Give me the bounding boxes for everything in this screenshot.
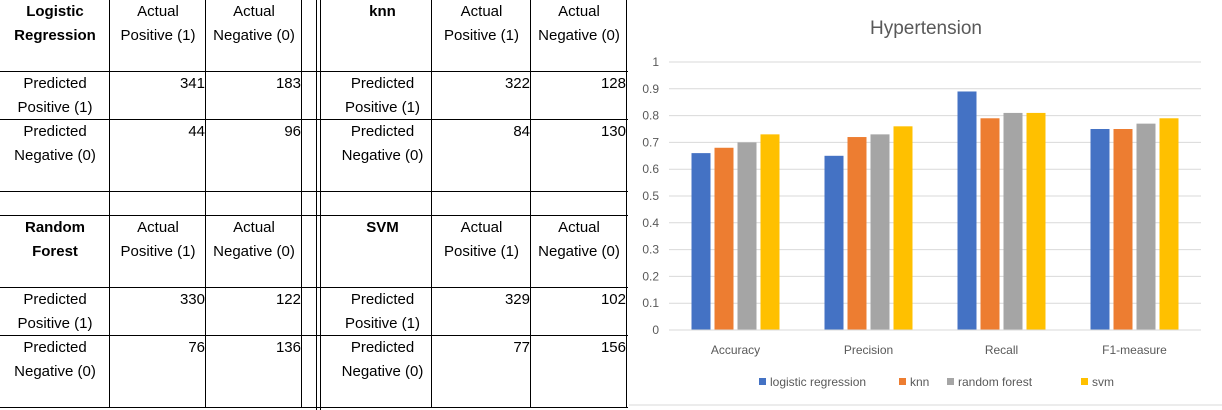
column-header: Actual Positive (1): [120, 3, 196, 44]
bar: [847, 137, 867, 330]
hypertension-chart: Hypertension 0 0.1 0.2 0.3 0.4 0.5 0.6 0.7 0.8 0.9…: [629, 18, 1222, 406]
grid-line: [0, 287, 628, 288]
bar: [980, 118, 1000, 330]
column-header: Actual Negative (0): [213, 219, 295, 260]
grid-line: [530, 0, 531, 192]
matrix-value: 122: [275, 291, 301, 308]
grid-line: [530, 192, 531, 408]
column-header: Actual Negative (0): [538, 3, 620, 44]
x-tick-label: Recall: [985, 343, 1018, 357]
legend-swatch: [1081, 378, 1088, 385]
table-title: SVM: [366, 219, 399, 236]
row-label: Predicted Negative (0): [14, 339, 96, 380]
separator-line: [316, 0, 317, 410]
x-tick-label: Precision: [844, 343, 893, 357]
bar: [1090, 129, 1110, 330]
grid-line: [431, 192, 432, 408]
matrix-value: 102: [600, 291, 626, 308]
row-label: Predicted Negative (0): [341, 123, 424, 164]
bar: [1003, 112, 1023, 330]
legend-label: svm: [1092, 375, 1114, 389]
row-label: Predicted Positive (1): [344, 75, 421, 116]
grid-line: [0, 335, 628, 336]
grid-line: [301, 0, 302, 192]
grid-line: [109, 192, 110, 408]
bar: [1159, 118, 1179, 330]
row-label: Predicted Positive (1): [17, 291, 93, 332]
x-tick-label: Accuracy: [711, 343, 760, 357]
matrix-value: 77: [513, 339, 530, 356]
matrix-value: 96: [284, 123, 301, 140]
matrix-value: 183: [275, 75, 301, 92]
grid-line: [0, 119, 628, 120]
grid-line: [0, 215, 628, 216]
grid-line: [626, 192, 627, 408]
bar: [870, 134, 890, 330]
legend-label: random forest: [958, 375, 1033, 389]
grid-line: [109, 0, 110, 192]
column-header: Actual Negative (0): [538, 219, 620, 260]
legend-label: knn: [910, 375, 929, 389]
separator-line: [320, 0, 321, 410]
matrix-value: 84: [513, 123, 530, 140]
bar: [957, 91, 977, 330]
bar: [1136, 123, 1156, 330]
legend-label: logistic regression: [770, 375, 866, 389]
table-title: Random Forest: [25, 219, 85, 260]
bar: [824, 155, 844, 330]
row-label: Predicted Negative (0): [341, 339, 424, 380]
matrix-value: 341: [179, 75, 205, 92]
y-tick-label: 0.1: [642, 296, 659, 310]
grid-line: [626, 0, 627, 192]
y-tick-label: 1: [652, 55, 659, 69]
bar: [691, 153, 711, 330]
grid-line: [431, 0, 432, 192]
y-tick-label: 0.2: [642, 269, 659, 283]
y-tick-label: 0.6: [642, 162, 659, 176]
matrix-value: 330: [179, 291, 205, 308]
bar: [1113, 129, 1133, 330]
legend-swatch: [947, 378, 954, 385]
column-header: Actual Positive (1): [443, 3, 520, 44]
matrix-value: 76: [188, 339, 205, 356]
matrix-value: 136: [275, 339, 301, 356]
bar: [760, 134, 780, 330]
grid-line: [0, 191, 628, 192]
matrix-value: 128: [600, 75, 626, 92]
matrix-value: 322: [504, 75, 530, 92]
column-header: Actual Positive (1): [443, 219, 520, 260]
chart-title: Hypertension: [870, 18, 982, 39]
bar: [1026, 112, 1046, 330]
column-header: Actual Positive (1): [120, 219, 196, 260]
grid-line: [205, 0, 206, 192]
row-label: Predicted Positive (1): [17, 75, 93, 116]
grid-line: [0, 407, 628, 408]
bar: [893, 126, 913, 330]
grid-line: [0, 71, 628, 72]
row-label: Predicted Positive (1): [344, 291, 421, 332]
grid-line: [301, 192, 302, 408]
table-title: Logistic Regression: [14, 3, 96, 44]
y-tick-label: 0.5: [642, 189, 659, 203]
y-tick-label: 0.9: [642, 82, 659, 96]
matrix-value: 329: [504, 291, 530, 308]
row-label: Predicted Negative (0): [14, 123, 96, 164]
matrix-value: 156: [600, 339, 626, 356]
y-tick-label: 0.3: [642, 243, 659, 257]
legend-swatch: [759, 378, 766, 385]
matrix-value: 44: [188, 123, 205, 140]
column-header: Actual Negative (0): [213, 3, 295, 44]
bar: [714, 147, 734, 330]
table-title: knn: [369, 3, 396, 20]
bar: [737, 142, 757, 330]
matrix-value: 130: [600, 123, 626, 140]
x-tick-label: F1-measure: [1102, 343, 1167, 357]
y-tick-label: 0.7: [642, 135, 659, 149]
grid-line: [205, 192, 206, 408]
legend-swatch: [899, 378, 906, 385]
y-tick-label: 0: [652, 323, 659, 337]
y-tick-label: 0.8: [642, 109, 659, 123]
y-tick-label: 0.4: [642, 216, 659, 230]
